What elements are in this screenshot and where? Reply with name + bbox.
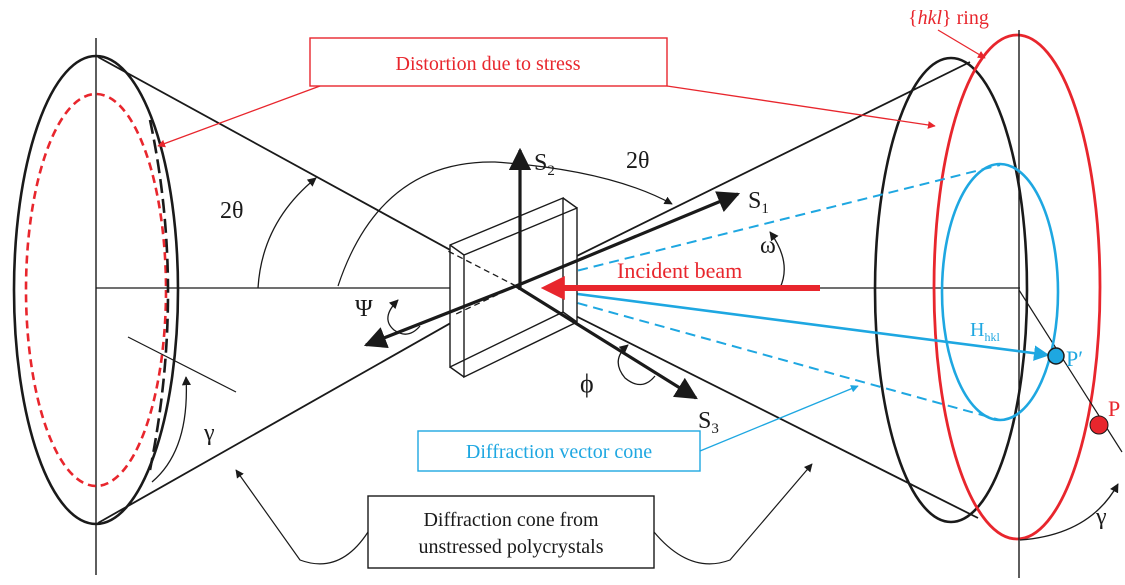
h-hkl-vector — [515, 284, 1050, 361]
diffraction-vector-pointer — [699, 385, 859, 452]
psi-rotation-arrow — [387, 299, 421, 335]
p-prime-point — [1047, 347, 1065, 365]
right-cone-lower-line — [515, 285, 979, 519]
blue-upper-dashed — [515, 164, 1001, 287]
left-gamma-ref-line — [127, 336, 237, 393]
omega-label: ω — [760, 233, 776, 259]
right-cone-upper-line — [515, 61, 971, 287]
diffraction-cone-box — [367, 495, 655, 569]
psi-label: Ψ — [355, 296, 373, 322]
distortion-box — [309, 37, 668, 87]
hkl-ring-pointer — [937, 29, 986, 59]
diffraction-cone-pointer-right — [653, 463, 813, 565]
diffraction-cone-callout: Diffraction cone from unstressed polycry… — [235, 463, 813, 569]
diffraction-vector-cone-ellipse — [940, 162, 1060, 422]
distortion-label: Distortion due to stress — [396, 53, 581, 75]
h-hkl-label: Hhkl — [970, 319, 1000, 344]
diffraction-vector-callout: Diffraction vector cone — [417, 385, 859, 472]
gamma-right-label: γ — [1095, 504, 1107, 530]
left-cone-base-ellipse — [12, 54, 180, 526]
p-prime-label: P′ — [1066, 346, 1083, 371]
psi-axis — [363, 284, 517, 349]
distortion-pointer-right — [666, 85, 936, 129]
distortion-callout: Distortion due to stress — [157, 37, 936, 148]
phi-rotation-arrow — [617, 344, 656, 386]
top-two-theta-arc — [337, 161, 673, 287]
omega-arc — [769, 231, 785, 289]
gamma-left-label: γ — [203, 420, 215, 446]
diffraction-cone-label-line2: unstressed polycrystals — [419, 536, 604, 558]
left-two-theta-arc — [257, 177, 317, 289]
distortion-pointer-left — [157, 85, 321, 148]
right-cone — [515, 30, 1123, 578]
diffraction-cone-label-line1: Diffraction cone from — [423, 509, 599, 531]
s2-label: S2 — [534, 150, 555, 179]
hkl-ring — [932, 33, 1102, 541]
right-cone-base-ellipse — [873, 56, 1029, 524]
left-cone — [12, 38, 517, 575]
phi-label: ϕ — [580, 369, 594, 398]
two-theta-top-label: 2θ — [626, 148, 650, 174]
s3-axis — [515, 284, 698, 400]
sample-axes — [337, 147, 785, 400]
s1-label: S1 — [748, 188, 769, 217]
hkl-ring-label: {hkl} ring — [908, 7, 989, 29]
diffraction-vector-box — [417, 430, 701, 472]
s3-axis-dashed — [445, 249, 517, 287]
p-point — [1089, 415, 1109, 435]
s1-axis — [515, 191, 741, 288]
diffraction-vector-label: Diffraction vector cone — [466, 441, 652, 463]
two-theta-left-label: 2θ — [220, 198, 244, 224]
hkl-ring-callout: {hkl} ring — [908, 7, 989, 59]
left-cone-lower-line — [97, 285, 517, 524]
incident-beam-label: Incident beam — [617, 258, 742, 283]
left-distorted-ring — [24, 92, 168, 488]
left-gamma-arc — [151, 376, 191, 483]
s3-label: S3 — [698, 408, 719, 437]
blue-lower-dashed — [515, 285, 1001, 421]
p-label: P — [1108, 396, 1120, 421]
diffraction-vector-cone — [515, 162, 1109, 435]
diffraction-cone-pointer-left — [235, 469, 369, 565]
left-unstressed-dashed — [148, 119, 170, 471]
right-gamma-arc — [1019, 483, 1119, 541]
left-cone-upper-line — [97, 56, 517, 287]
